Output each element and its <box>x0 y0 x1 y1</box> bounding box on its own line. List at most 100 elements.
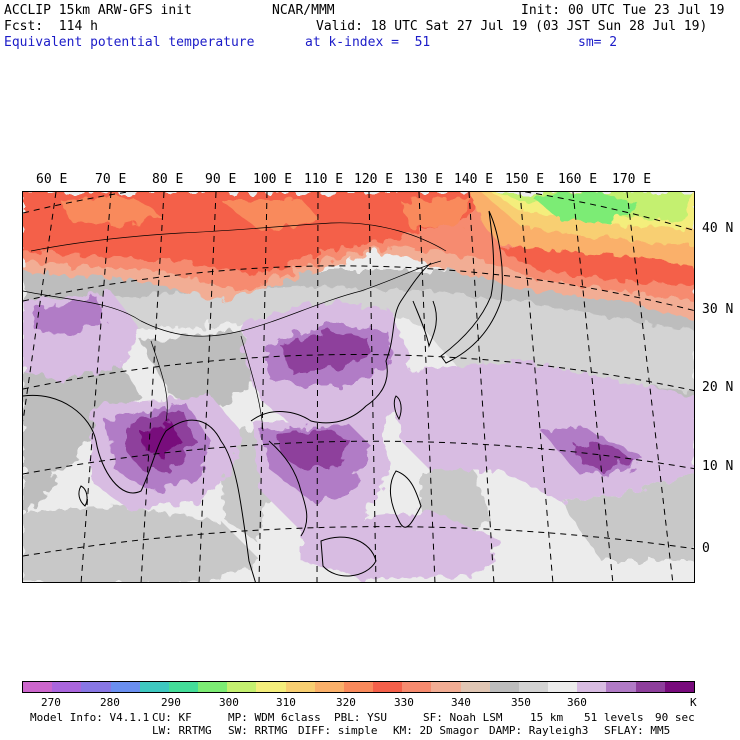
colorbar-swatch <box>402 682 432 692</box>
colorbar-swatch <box>314 682 344 692</box>
model-info: PBL: YSU <box>334 711 387 724</box>
coastline-japan <box>440 210 503 364</box>
model-info: DAMP: Rayleigh3 <box>489 724 589 737</box>
colorbar <box>22 681 695 693</box>
coastline-philippines <box>389 470 422 528</box>
model-info: Model Info: V4.1.1 <box>30 711 150 724</box>
colorbar-swatch <box>23 682 53 692</box>
field-band-325K <box>61 196 161 226</box>
colorbar-swatch <box>52 682 82 692</box>
field-band-300K <box>531 192 641 223</box>
colorbar-label: 280 <box>100 696 120 709</box>
model-info: CU: KF <box>152 711 192 724</box>
colorbar-swatch <box>431 682 461 692</box>
model-info: 51 levels <box>584 711 644 724</box>
national-borders <box>23 222 447 432</box>
field-band-375K <box>276 429 351 469</box>
coastline-asia <box>23 394 256 582</box>
longitude-line <box>23 192 57 422</box>
colorbar-swatch <box>139 682 169 692</box>
colorbar-label: 360 <box>567 696 587 709</box>
colorbar-swatch <box>168 682 199 692</box>
model-info: DIFF: simple <box>298 724 378 737</box>
colorbar-swatch <box>110 682 140 692</box>
longitude-label: 60 E <box>36 172 68 187</box>
colorbar-label: 290 <box>161 696 181 709</box>
longitude-label: 120 E <box>354 172 394 187</box>
coastline-sri-lanka <box>78 485 88 507</box>
longitude-label: 160 E <box>558 172 598 187</box>
model-info: LW: RRTMG <box>152 724 212 737</box>
field-band-350K-south <box>23 351 141 511</box>
colorbar-label: 320 <box>336 696 356 709</box>
colorbar-swatch <box>489 682 519 692</box>
colorbar-swatch <box>460 682 490 692</box>
field-band-325K <box>221 199 321 231</box>
valid-time: Valid: 18 UTC Sat 27 Jul 19 (03 JST Sun … <box>316 19 708 34</box>
colorbar-label: 310 <box>276 696 296 709</box>
model-info: KM: 2D Smagor <box>393 724 480 737</box>
field-band-375K <box>281 331 371 373</box>
theta-e-field <box>23 192 694 582</box>
forecast-hour: Fcst: 114 h <box>4 19 98 34</box>
model-info: 90 sec <box>655 711 695 724</box>
colorbar-swatch <box>577 682 607 692</box>
colorbar-swatch <box>518 682 549 692</box>
colorbar-unit: K <box>690 696 697 709</box>
colorbar-swatch <box>81 682 111 692</box>
level-label: at k-index = 51 <box>305 35 431 50</box>
model-info: SF: Noah LSM <box>423 711 503 724</box>
field-name: Equivalent potential temperature <box>4 35 255 50</box>
colorbar-label: 270 <box>41 696 61 709</box>
longitude-label: 80 E <box>152 172 184 187</box>
coastline-borneo <box>320 536 377 577</box>
longitude-label: 170 E <box>612 172 652 187</box>
field-band-350K-south <box>561 471 694 561</box>
field-band-380K <box>141 421 181 456</box>
colorbar-swatch <box>548 682 578 692</box>
longitude-label: 90 E <box>205 172 237 187</box>
colorbar-swatch <box>343 682 374 692</box>
coastline-taiwan <box>393 395 402 421</box>
longitude-label: 110 E <box>304 172 344 187</box>
model-info: 15 km <box>530 711 564 724</box>
field-band-350K-south <box>141 331 261 411</box>
model-title: ACCLIP 15km ARW-GFS init <box>4 3 192 18</box>
coastline-indochina <box>268 440 308 537</box>
field-band-375K <box>576 443 636 471</box>
latitude-label: 20 N <box>702 380 734 395</box>
longitude-label: 130 E <box>404 172 444 187</box>
colorbar-swatch <box>227 682 257 692</box>
colorbar-swatch <box>635 682 665 692</box>
colorbar-label: 350 <box>511 696 531 709</box>
colorbar-swatch <box>285 682 315 692</box>
coastline-korea <box>412 300 437 348</box>
map-panel <box>22 191 695 583</box>
coastline-china <box>250 262 432 424</box>
smoothing-label: sm= 2 <box>578 35 618 50</box>
institution: NCAR/MMM <box>272 3 335 18</box>
coastlines <box>23 210 503 582</box>
field-band-370K <box>31 296 106 336</box>
colorbar-swatch <box>256 682 286 692</box>
model-info: SW: RRTMG <box>228 724 288 737</box>
model-info: MP: WDM 6class <box>228 711 321 724</box>
longitude-label: 100 E <box>253 172 293 187</box>
field-band-325K <box>401 197 471 229</box>
latitude-label: 40 N <box>702 221 734 236</box>
model-info: SFLAY: MM5 <box>604 724 671 737</box>
latitude-label: 10 N <box>702 459 734 474</box>
latitude-label: 30 N <box>702 302 734 317</box>
colorbar-swatch <box>664 682 694 692</box>
colorbar-swatch <box>198 682 228 692</box>
longitude-label: 140 E <box>454 172 494 187</box>
colorbar-label: 300 <box>219 696 239 709</box>
longitude-label: 150 E <box>505 172 545 187</box>
colorbar-swatch <box>373 682 403 692</box>
colorbar-label: 340 <box>451 696 471 709</box>
graticule <box>23 192 694 582</box>
longitude-label: 70 E <box>95 172 127 187</box>
colorbar-swatch <box>606 682 636 692</box>
colorbar-label: 330 <box>394 696 414 709</box>
init-time: Init: 00 UTC Tue 23 Jul 19 <box>521 3 725 18</box>
